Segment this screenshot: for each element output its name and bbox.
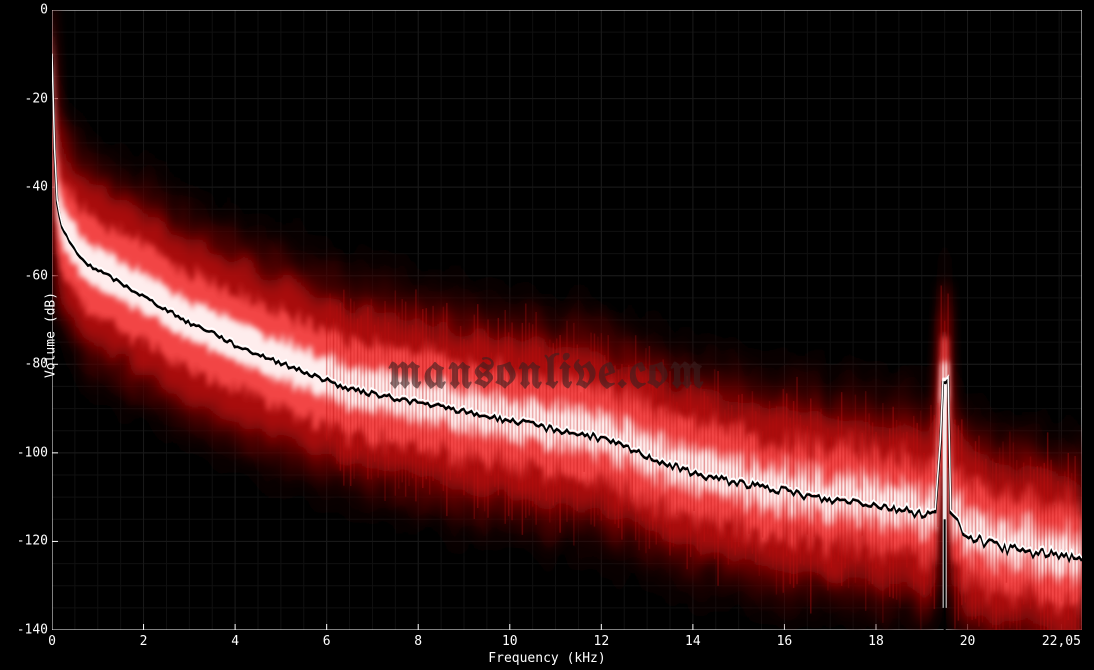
y-tick-label: -40	[25, 180, 48, 195]
y-tick-label: -60	[25, 268, 48, 283]
x-tick-label: 16	[777, 634, 793, 649]
x-tick-label: 6	[323, 634, 331, 649]
y-tick-label: 0	[40, 3, 48, 18]
x-tick-label: 0	[48, 634, 56, 649]
x-tick-label: 22,05	[1042, 634, 1081, 649]
y-tick-label: -80	[25, 357, 48, 372]
y-tick-label: -100	[17, 445, 48, 460]
x-tick-label: 20	[960, 634, 976, 649]
y-tick-label: -120	[17, 534, 48, 549]
x-tick-label: 8	[414, 634, 422, 649]
x-tick-label: 4	[231, 634, 239, 649]
y-tick-label: -20	[25, 91, 48, 106]
spectrum-chart	[52, 10, 1082, 630]
y-tick-label: -140	[17, 623, 48, 638]
x-tick-label: 12	[594, 634, 610, 649]
x-tick-label: 2	[140, 634, 148, 649]
x-axis-label: Frequency (kHz)	[488, 651, 605, 666]
x-tick-label: 18	[868, 634, 884, 649]
plot-svg	[52, 10, 1082, 630]
x-tick-label: 10	[502, 634, 518, 649]
x-tick-label: 14	[685, 634, 701, 649]
